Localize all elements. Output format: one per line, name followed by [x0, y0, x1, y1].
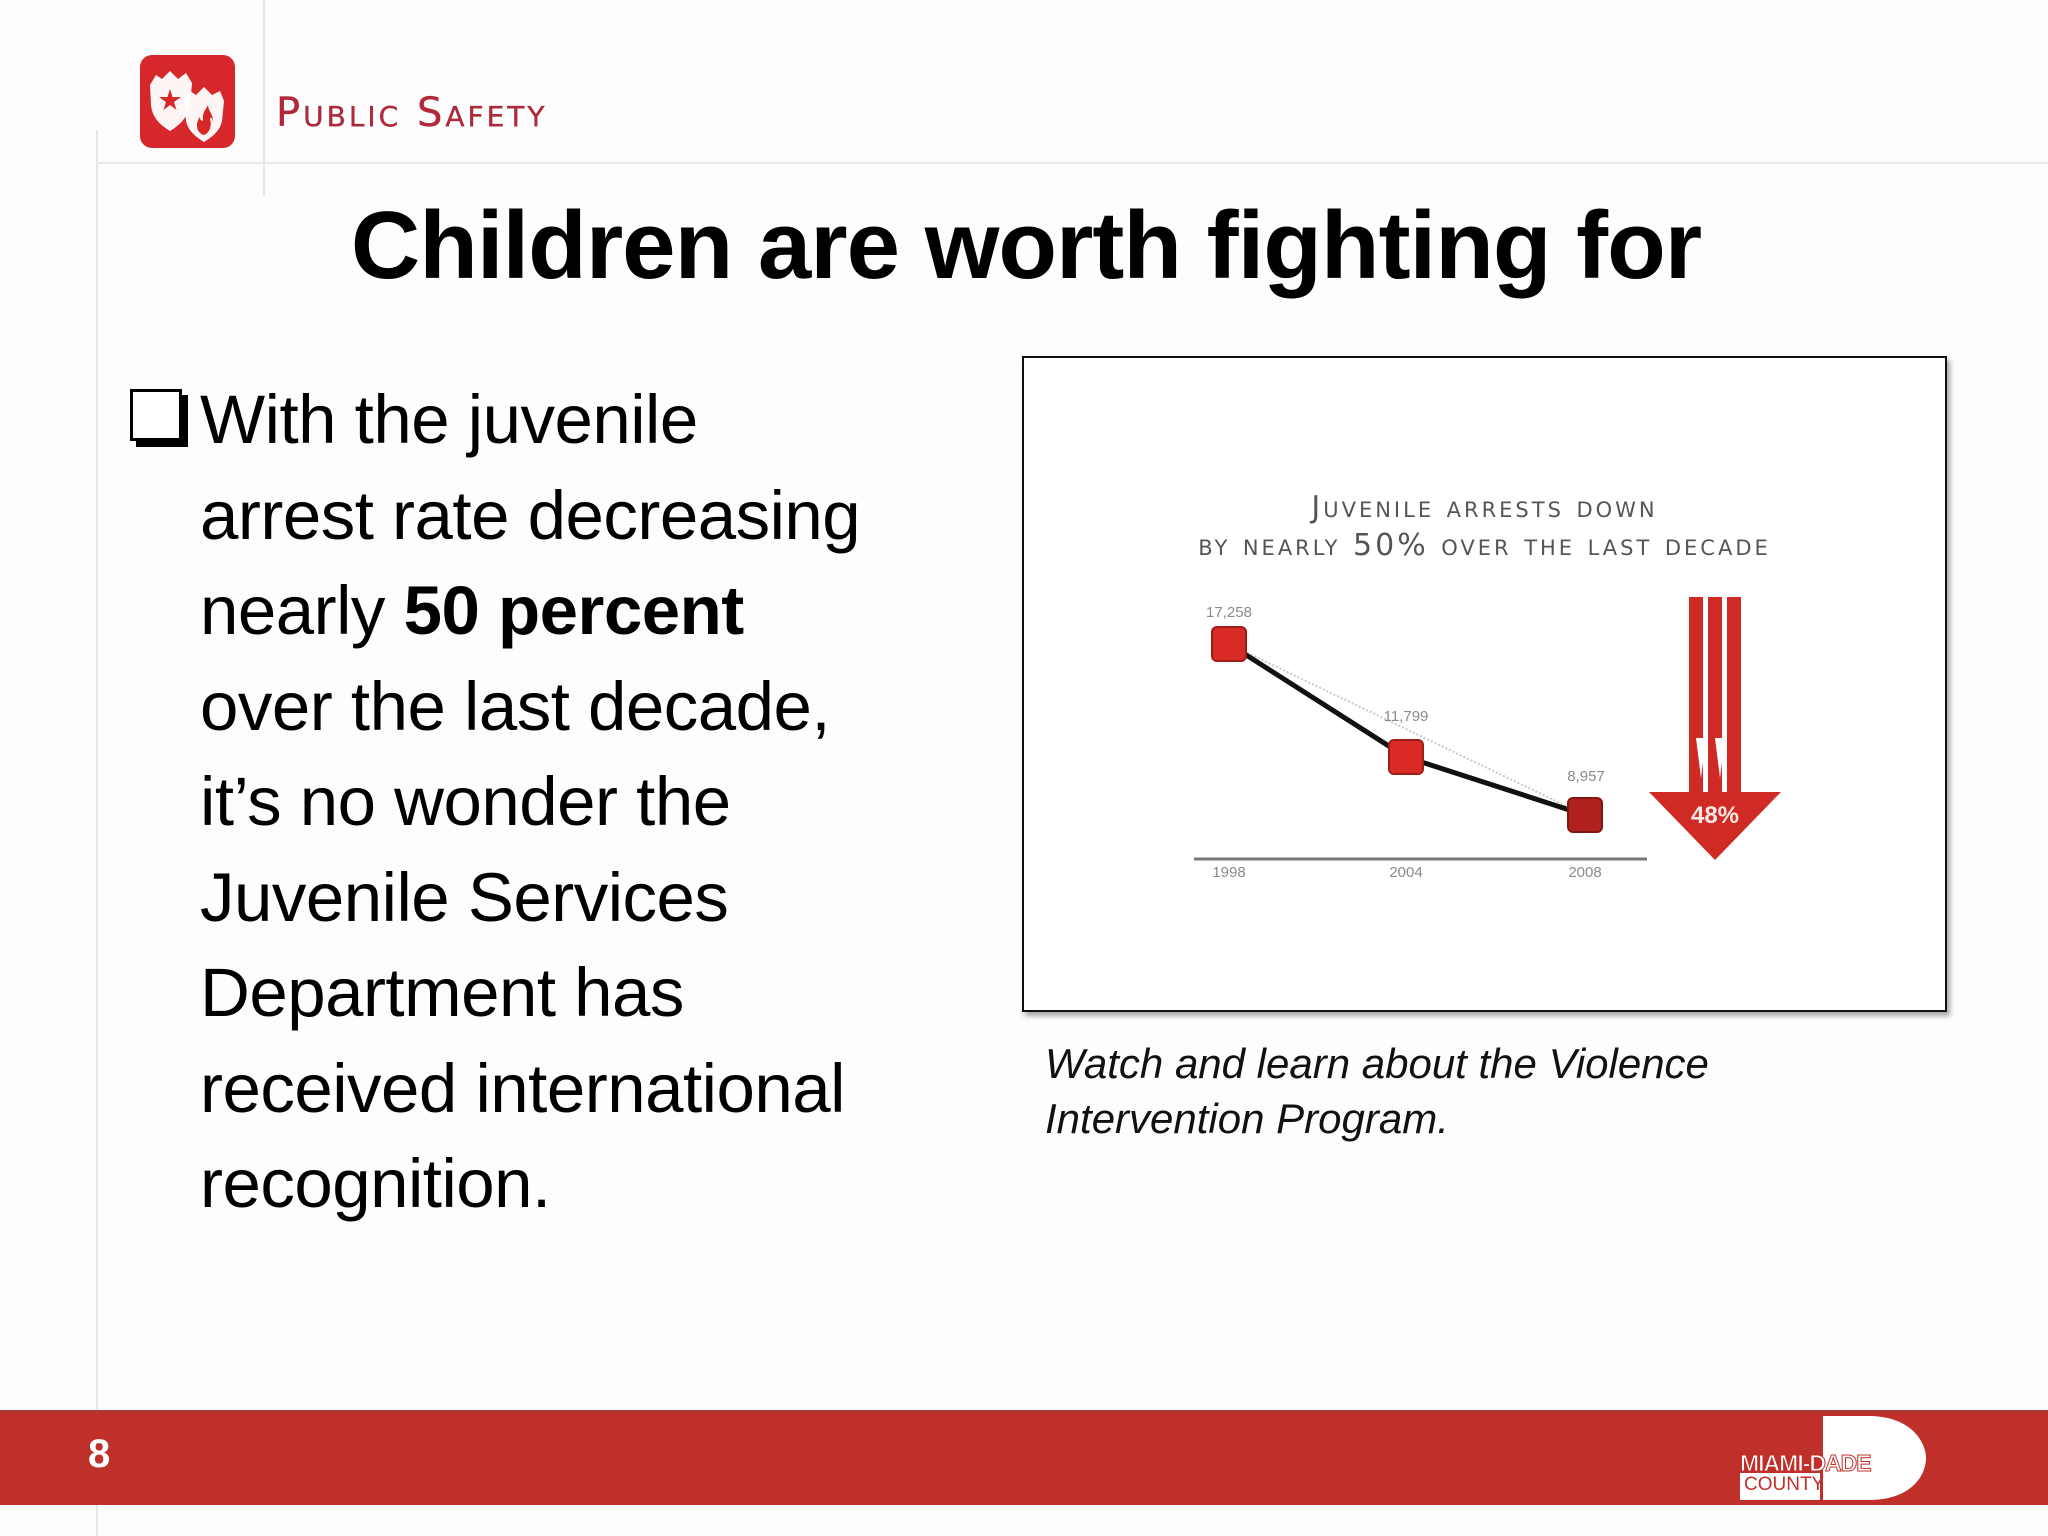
percent-change-label: 48%	[1690, 802, 1740, 829]
body-paragraph: With the juvenile arrest rate decreasing…	[200, 372, 980, 1232]
body-line: With the juvenile	[200, 381, 698, 458]
x-tick-label: 2008	[1568, 864, 1602, 881]
chart-caption: Watch and learn about the Violence Inter…	[1045, 1036, 1865, 1146]
data-marker-2004	[1388, 739, 1424, 775]
page-number: 8	[88, 1432, 111, 1476]
chart-title-line-2: by nearly 50% over the last decade	[1198, 528, 1771, 563]
county-logo-line1: MIAMI-DADE	[1740, 1450, 1873, 1477]
square-bullet-icon	[130, 389, 182, 441]
body-line: nearly 50 percent	[200, 563, 980, 659]
slide-title: Children are worth fighting for	[350, 192, 1702, 299]
caption-line: Watch and learn about the Violence	[1045, 1040, 1709, 1087]
police-fire-shields-icon	[140, 55, 235, 148]
data-label: 11,799	[1383, 708, 1429, 725]
caption-line: Intervention Program.	[1045, 1095, 1449, 1142]
header-bottom-line	[96, 162, 2048, 164]
county-logo-line2: COUNTY	[1744, 1474, 1825, 1495]
body-line: received international	[200, 1049, 845, 1127]
data-marker-1998	[1211, 626, 1247, 662]
header-divider-line	[263, 0, 265, 196]
video-thumbnail-chart[interactable]: Juvenile arrests down by nearly 50% over…	[1022, 356, 1947, 1012]
footer-bar	[0, 1410, 2048, 1505]
body-line: Department has	[200, 954, 684, 1031]
line-chart	[1194, 597, 1781, 861]
body-line: arrest rate decreasing	[200, 476, 861, 554]
emphasis-text: 50 percent	[403, 572, 745, 649]
body-line: over the last decade,	[200, 667, 831, 745]
body-line: it’s no wonder the	[200, 763, 731, 840]
body-line: Juvenile Services	[200, 858, 729, 936]
chart-title-line-1: Juvenile arrests down	[1311, 490, 1658, 525]
brand-name: Public Safety	[276, 90, 548, 136]
data-label: 17,258	[1206, 604, 1252, 621]
down-arrow-icon	[1649, 597, 1781, 860]
left-guide-line	[96, 130, 98, 1536]
data-label: 8,957	[1567, 768, 1605, 785]
x-tick-label: 2004	[1389, 864, 1423, 881]
x-tick-label: 1998	[1212, 864, 1246, 881]
body-line: recognition.	[200, 1145, 551, 1222]
data-marker-2008	[1567, 797, 1603, 833]
miami-dade-county-logo: MIAMI-DADE COUNTY	[1738, 1414, 1928, 1502]
body-line-text: nearly	[200, 572, 404, 649]
